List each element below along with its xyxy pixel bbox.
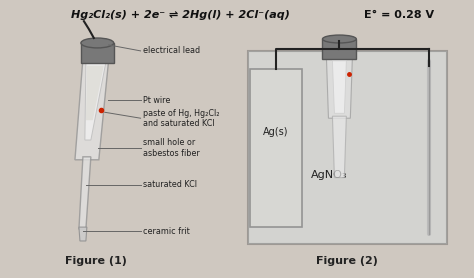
Polygon shape — [79, 157, 91, 229]
Polygon shape — [86, 66, 104, 120]
Bar — [322, 39, 356, 59]
Polygon shape — [85, 63, 106, 140]
Text: Figure (1): Figure (1) — [65, 256, 127, 266]
Polygon shape — [81, 43, 114, 63]
Text: AgNO₃: AgNO₃ — [311, 170, 348, 180]
Text: electrical lead: electrical lead — [143, 46, 200, 55]
Text: Ag(s): Ag(s) — [263, 127, 289, 137]
Polygon shape — [327, 59, 352, 118]
Polygon shape — [79, 227, 87, 241]
Polygon shape — [75, 59, 109, 160]
Ellipse shape — [322, 35, 356, 43]
Text: Hg₂Cl₂(s) + 2e⁻ ⇌ 2Hg(l) + 2Cl⁻(aq): Hg₂Cl₂(s) + 2e⁻ ⇌ 2Hg(l) + 2Cl⁻(aq) — [71, 10, 290, 20]
Bar — [250, 69, 301, 227]
Text: ceramic frit: ceramic frit — [143, 227, 189, 235]
Text: saturated KCl: saturated KCl — [143, 180, 197, 189]
Text: paste of Hg, Hg₂Cl₂
and saturated KCl: paste of Hg, Hg₂Cl₂ and saturated KCl — [143, 108, 219, 128]
Polygon shape — [332, 116, 346, 178]
Ellipse shape — [81, 38, 114, 48]
Polygon shape — [332, 61, 346, 113]
Text: Pt wire: Pt wire — [143, 96, 170, 105]
Text: Figure (2): Figure (2) — [317, 256, 378, 266]
Text: small hole or
asbestos fiber: small hole or asbestos fiber — [143, 138, 199, 158]
Text: E° = 0.28 V: E° = 0.28 V — [364, 10, 434, 20]
Bar — [248, 51, 447, 244]
